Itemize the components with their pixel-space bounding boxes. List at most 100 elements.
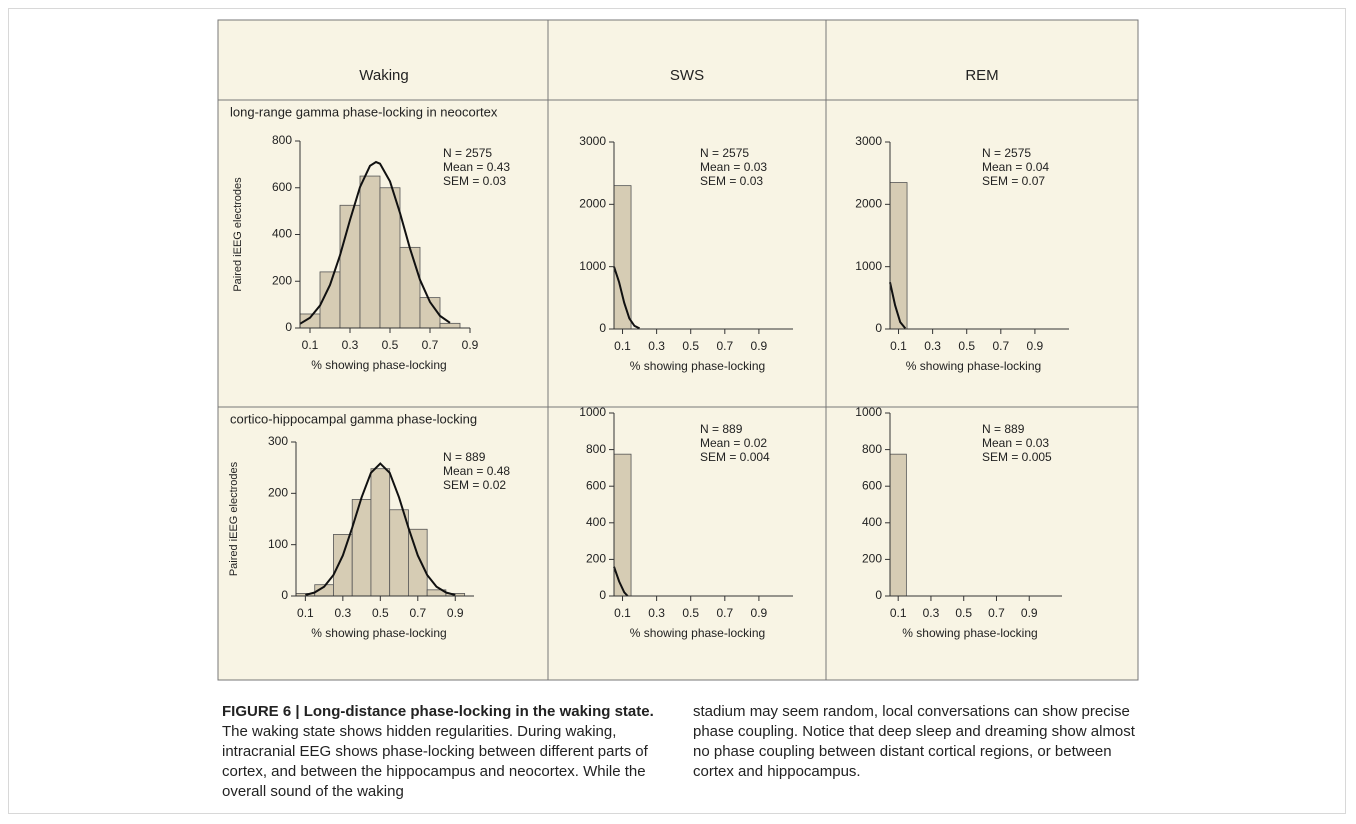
x-tick-label: 0.7 [422,338,439,352]
x-tick-label: 0.1 [297,606,314,620]
fit-curve [299,160,451,325]
y-tick-label: 0 [875,588,882,602]
x-tick-label: 0.1 [614,606,631,620]
row-label: long-range gamma phase-locking in neocor… [230,104,498,119]
annotation: N = 889 [443,450,486,464]
annotation: N = 889 [982,422,1025,436]
y-tick-label: 600 [586,478,606,492]
annotation: N = 2575 [700,146,749,160]
x-tick-label: 0.7 [409,606,426,620]
y-tick-label: 1000 [855,405,882,419]
bar [359,175,381,329]
bar [613,185,632,330]
x-axis-label: % showing phase-locking [906,359,1041,373]
x-tick-label: 0.3 [334,606,351,620]
bar [370,468,391,597]
x-tick-label: 0.3 [342,338,359,352]
annotation: Mean = 0.04 [982,160,1049,174]
annotation: SEM = 0.03 [443,174,506,188]
y-tick-label: 0 [599,588,606,602]
x-tick-label: 0.5 [682,339,699,353]
x-tick-label: 0.9 [447,606,464,620]
column-header: SWS [670,67,704,84]
annotation: Mean = 0.48 [443,464,510,478]
y-tick-label: 3000 [579,134,606,148]
x-axis-label: % showing phase-locking [311,358,446,372]
y-tick-label: 400 [586,515,606,529]
y-tick-label: 200 [862,552,882,566]
annotation: N = 2575 [982,146,1031,160]
column-header: Waking [359,67,408,84]
annotation: Mean = 0.43 [443,160,510,174]
y-axis-label: Paired iEEG electrodes [232,177,244,292]
row-label: cortico-hippocampal gamma phase-locking [230,411,477,426]
x-tick-label: 0.3 [648,339,665,353]
caption-right: stadium may seem random, local conversat… [693,702,1153,782]
y-tick-label: 2000 [855,197,882,211]
x-tick-label: 0.3 [923,606,940,620]
x-tick-label: 0.7 [992,339,1009,353]
x-tick-label: 0.9 [1021,606,1038,620]
y-tick-label: 200 [268,486,288,500]
y-tick-label: 200 [272,273,292,287]
y-tick-label: 100 [268,537,288,551]
annotation: SEM = 0.03 [700,174,763,188]
annotation: Mean = 0.03 [982,436,1049,450]
x-tick-label: 0.9 [751,606,768,620]
x-tick-label: 0.1 [890,606,907,620]
frame [8,8,1346,814]
y-tick-label: 600 [862,478,882,492]
x-tick-label: 0.7 [716,339,733,353]
x-tick-label: 0.1 [890,339,907,353]
caption-left: FIGURE 6 | Long-distance phase-locking i… [222,702,682,802]
y-tick-label: 300 [268,434,288,448]
x-tick-label: 0.5 [682,606,699,620]
x-tick-label: 0.5 [382,338,399,352]
x-tick-label: 0.7 [716,606,733,620]
fit-curve [613,266,641,330]
annotation: Mean = 0.02 [700,436,767,450]
y-tick-label: 2000 [579,197,606,211]
figure: Waking SWS REM long-range gamma phase-lo… [217,19,1139,681]
bar [333,534,353,597]
y-tick-label: 800 [586,442,606,456]
caption-text: The waking state shows hidden regulariti… [222,723,648,800]
y-tick-label: 1000 [855,259,882,273]
y-tick-label: 800 [862,442,882,456]
annotation: Mean = 0.03 [700,160,767,174]
fit-curve [613,566,629,597]
bar [399,246,421,329]
x-tick-label: 0.9 [751,339,768,353]
x-tick-label: 0.3 [648,606,665,620]
annotation: SEM = 0.005 [982,450,1052,464]
x-axis-label: % showing phase-locking [902,626,1037,640]
x-axis-label: % showing phase-locking [630,359,765,373]
x-tick-label: 0.5 [958,339,975,353]
x-axis-label: % showing phase-locking [630,626,765,640]
bar [351,499,372,597]
x-tick-label: 0.5 [372,606,389,620]
x-tick-label: 0.9 [1027,339,1044,353]
annotation: N = 889 [700,422,743,436]
y-tick-label: 0 [281,588,288,602]
annotation: N = 2575 [443,146,492,160]
y-tick-label: 400 [862,515,882,529]
annotation: SEM = 0.07 [982,174,1045,188]
x-tick-label: 0.9 [462,338,479,352]
bar [339,204,361,329]
x-axis-label: % showing phase-locking [311,626,446,640]
y-tick-label: 600 [272,180,292,194]
x-tick-label: 0.1 [614,339,631,353]
annotation: SEM = 0.02 [443,478,506,492]
caption-label: FIGURE 6 | Long-distance phase-locking i… [222,703,654,720]
y-axis-label: Paired iEEG electrodes [228,461,240,576]
bar [889,453,907,597]
y-tick-label: 1000 [579,259,606,273]
y-tick-label: 800 [272,133,292,147]
bar [889,182,908,330]
bar [408,528,428,597]
bar [439,322,461,329]
y-tick-label: 0 [875,321,882,335]
y-tick-label: 3000 [855,134,882,148]
